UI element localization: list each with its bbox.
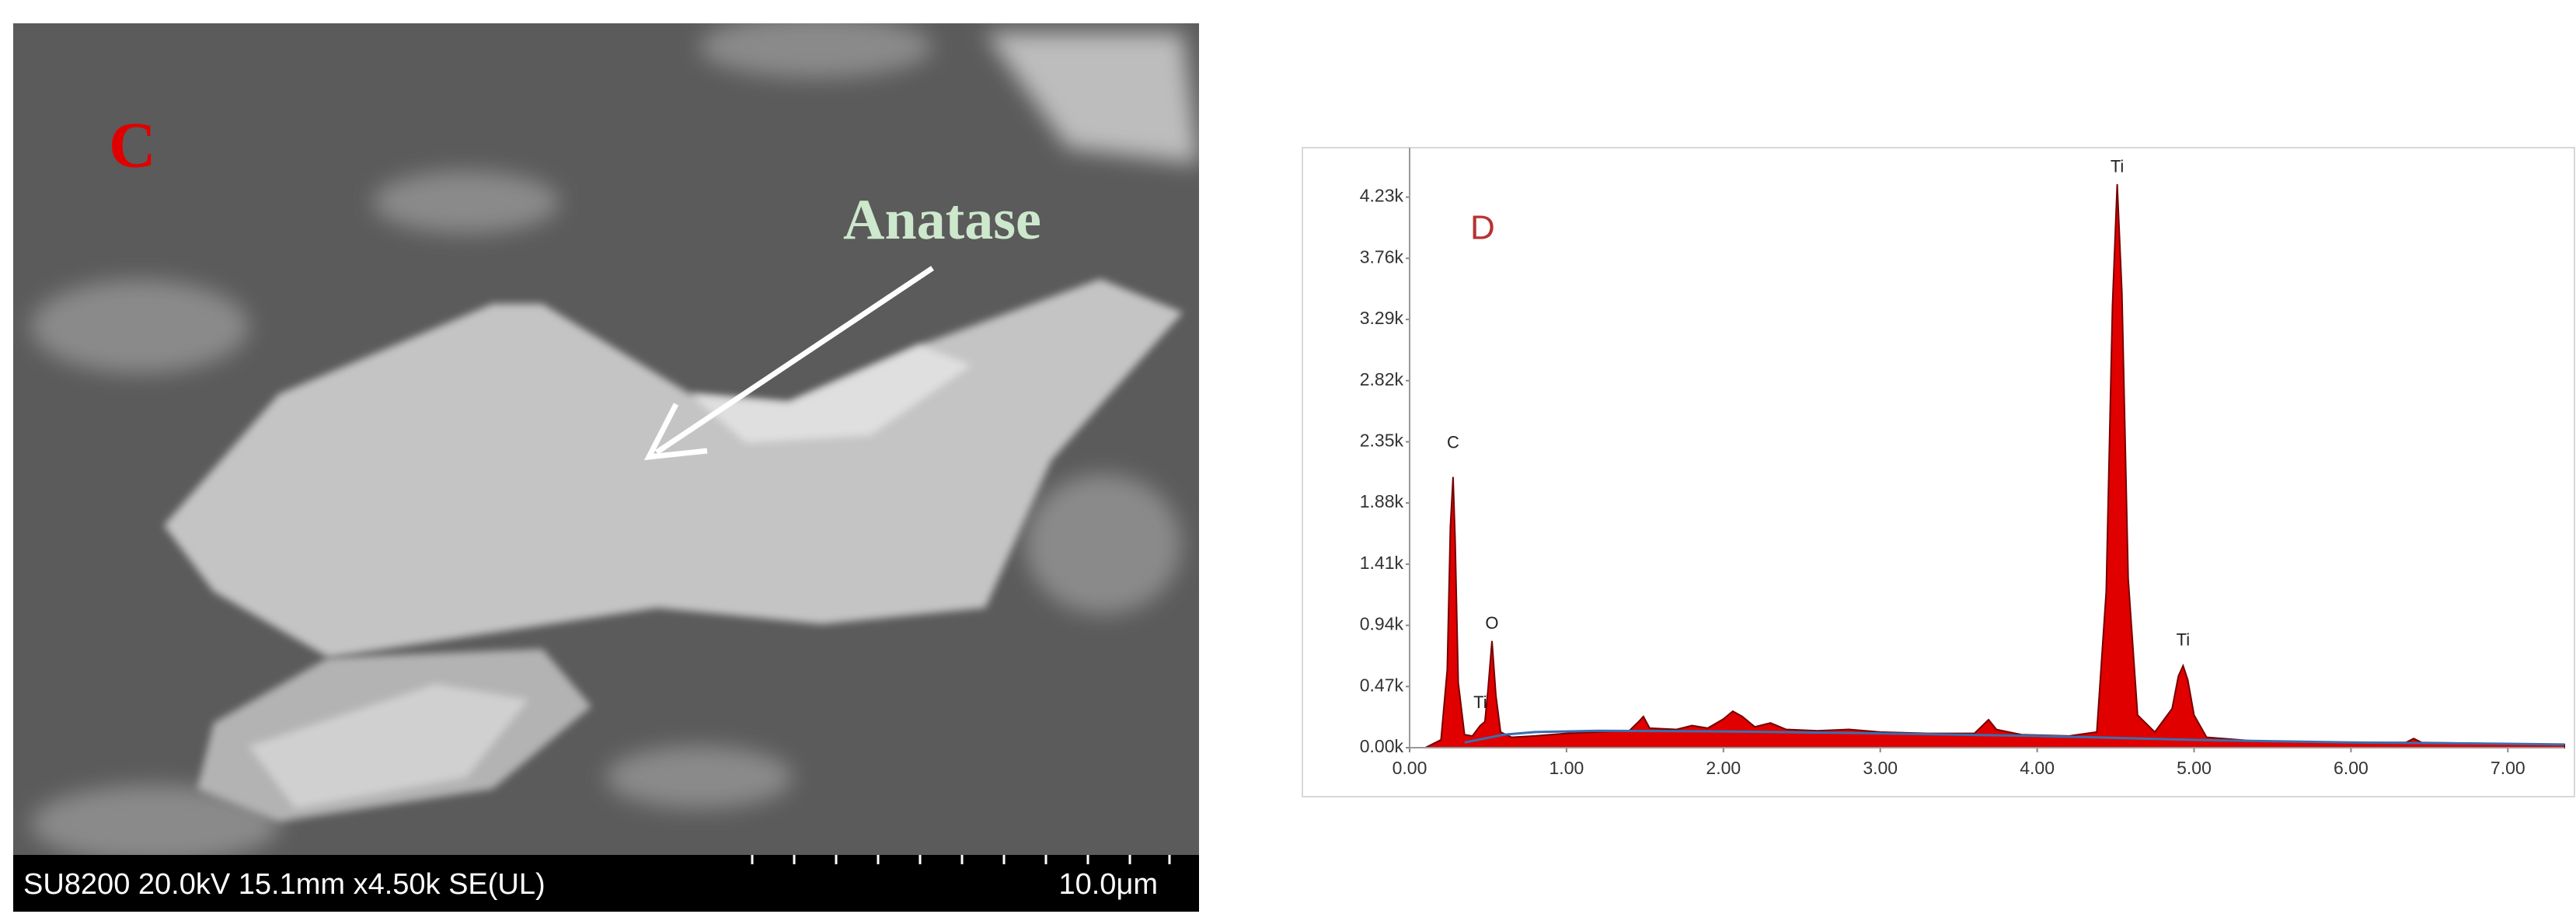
panel-label: C bbox=[109, 109, 156, 181]
background-fit bbox=[1464, 729, 2565, 746]
y-tick-label: 3.29k bbox=[1360, 308, 1404, 328]
x-tick-label: 4.00 bbox=[2020, 758, 2055, 778]
spectrum bbox=[1410, 183, 2565, 748]
y-tick-label: 0.47k bbox=[1360, 675, 1404, 695]
sem-info: SU8200 20.0kV 15.1mm x4.50k SE(UL) bbox=[23, 868, 546, 901]
peak-label: C bbox=[1447, 433, 1459, 452]
peak-label: O bbox=[1485, 613, 1498, 633]
chart-frame bbox=[1302, 147, 2575, 797]
x-tick-label: 3.00 bbox=[1863, 758, 1898, 778]
x-tick-label: 1.00 bbox=[1549, 758, 1584, 778]
y-tick-label: 4.23k bbox=[1360, 186, 1404, 206]
sem-image bbox=[13, 23, 1199, 856]
x-tick-label: 2.00 bbox=[1706, 758, 1741, 778]
x-tick-label: 7.00 bbox=[2491, 758, 2525, 778]
x-tick-label: 5.00 bbox=[2177, 758, 2212, 778]
x-tick-label: 0.00 bbox=[1393, 758, 1427, 778]
peak-label: Ti bbox=[2177, 630, 2191, 649]
info-bar bbox=[13, 855, 1199, 912]
y-tick-label: 0.00k bbox=[1360, 736, 1404, 756]
peak-label: Ti bbox=[2111, 156, 2125, 176]
arrow bbox=[643, 266, 934, 461]
y-tick-label: 2.82k bbox=[1360, 369, 1404, 389]
chart-title: D bbox=[1470, 209, 1495, 247]
y-tick-label: 1.88k bbox=[1360, 491, 1404, 511]
y-tick-label: 2.35k bbox=[1360, 431, 1404, 451]
x-tick-label: 6.00 bbox=[2334, 758, 2369, 778]
y-tick-label: 1.41k bbox=[1360, 553, 1404, 573]
peak-label: Ti bbox=[1473, 692, 1487, 712]
annotation: Anatase bbox=[843, 188, 1041, 252]
y-tick-label: 0.94k bbox=[1360, 614, 1404, 634]
y-tick-label: 3.76k bbox=[1360, 246, 1404, 267]
sem-scale: 10.0μm bbox=[1058, 868, 1158, 901]
scale-bar-ticks bbox=[751, 855, 1171, 864]
